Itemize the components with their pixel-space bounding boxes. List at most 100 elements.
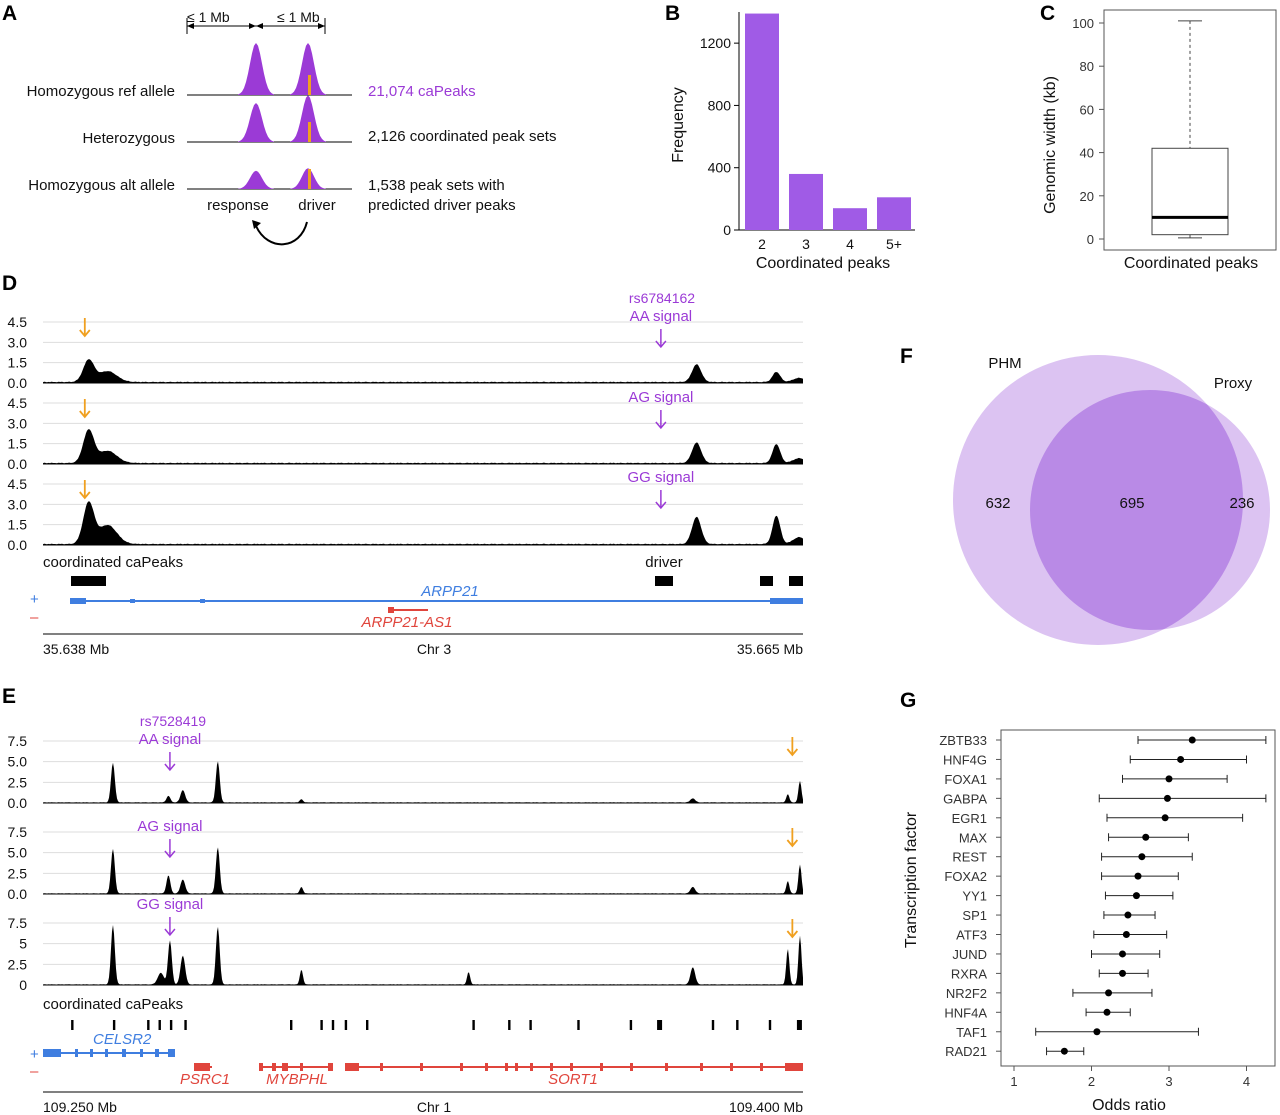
g-point [1060, 1047, 1068, 1055]
d-driver-label: driver [645, 554, 683, 571]
panel-letter-d: D [2, 272, 17, 295]
d-gene-arpp21-label: ARPP21 [420, 583, 479, 600]
c-xlabel: Coordinated peaks [1124, 255, 1258, 272]
genotype-signal-label: AA signal [139, 731, 202, 748]
snp-arrow-icon [655, 421, 667, 430]
d-capeak-block [71, 576, 106, 586]
d-driver-block [655, 576, 673, 586]
stat-driver-sets-line1: 1,538 peak sets with [368, 177, 505, 194]
capeak-arrow-icon [79, 410, 91, 419]
track-ytick-label: 5 [19, 936, 27, 952]
track-ytick-label: 0.0 [8, 886, 28, 902]
c-box-iqr [1151, 147, 1229, 236]
exon [505, 1063, 508, 1071]
exon [328, 1063, 333, 1071]
capeak-tick [736, 1020, 739, 1030]
d-coord-left: 35.638 Mb [43, 641, 109, 657]
capeak-arrow-icon [79, 329, 91, 338]
capeak-tick [71, 1020, 74, 1030]
g-point [1163, 794, 1171, 802]
c-ylabel: Genomic width (kb) [1042, 76, 1059, 214]
exon [300, 1063, 303, 1071]
signal-track [43, 429, 803, 464]
capeak-tick [147, 1020, 150, 1030]
exon [730, 1063, 733, 1071]
exon [194, 1063, 210, 1071]
capeak-tick [184, 1020, 187, 1030]
g-point [1105, 989, 1113, 997]
g-tf-label: GABPA [943, 791, 987, 806]
genotype-signal-label: AG signal [628, 389, 693, 406]
row-label-homozygous-ref: Homozygous ref allele [27, 83, 175, 100]
exon [168, 1049, 175, 1057]
genotype-signal-label: AG signal [137, 818, 202, 835]
g-tf-label: SP1 [962, 908, 987, 923]
g-tf-label: FOXA1 [944, 772, 987, 787]
g-point [1103, 1008, 1111, 1016]
schematic-peaks [238, 43, 326, 189]
g-tf-label: ZBTB33 [939, 733, 987, 748]
track-ytick-label: 4.5 [8, 395, 28, 411]
panel-a-schematic: ≤ 1 Mb ≤ 1 Mb Homozygous ref allele Hete… [27, 9, 556, 246]
e-gene-models: CELSR2 PSRC1 MYBPHL SORT1 [43, 1031, 803, 1088]
exon [380, 1063, 383, 1071]
c-ytick-label: 40 [1080, 146, 1094, 161]
capeak-tick [529, 1020, 532, 1030]
exon [630, 1063, 633, 1071]
variant-marker [308, 169, 311, 189]
capeak-tick [366, 1020, 369, 1030]
capeak-tick [344, 1020, 348, 1030]
capeak-tick [158, 1020, 161, 1030]
track-ytick-label: 0.0 [8, 537, 28, 553]
exon [700, 1063, 703, 1071]
exon [43, 1049, 61, 1057]
exon [282, 1063, 288, 1071]
g-xlabel: Odds ratio [1092, 1097, 1166, 1114]
g-tf-label: YY1 [962, 889, 987, 904]
b-ytick-label: 1200 [700, 35, 731, 51]
track-ytick-label: 2.5 [8, 865, 28, 881]
track-ytick-label: 0 [19, 977, 27, 993]
arrowhead-icon [187, 23, 194, 29]
g-point [1093, 1028, 1101, 1036]
g-point [1132, 892, 1140, 900]
track-ytick-label: 3.0 [8, 496, 28, 512]
genotype-signal-label: GG signal [628, 469, 695, 486]
panel-d-genome-tracks: rs6784162 4.5 3.0 1.5 0.0 AA signal 4.5 3.0 1.5… [8, 290, 804, 657]
capeak-tick [577, 1020, 580, 1030]
g-tf-label: RAD21 [945, 1044, 987, 1059]
panel-letter-e: E [2, 685, 16, 708]
genotype-signal-label: AA signal [630, 308, 693, 325]
exon [420, 1063, 423, 1071]
snp-arrow-icon [164, 850, 176, 859]
g-tf-label: REST [952, 850, 987, 865]
capeak-tick [169, 1020, 173, 1030]
d-exon [70, 598, 86, 604]
exon [345, 1063, 359, 1071]
exon [460, 1063, 463, 1071]
snp-arrow-icon [655, 340, 667, 349]
distance-label-left: ≤ 1 Mb [187, 9, 230, 25]
track-ytick-label: 4.5 [8, 476, 28, 492]
d-strand-minus: – [30, 609, 39, 626]
c-ytick-label: 100 [1072, 16, 1094, 31]
exon [760, 1063, 763, 1071]
g-xtick-label: 3 [1165, 1074, 1172, 1089]
exon [550, 1063, 553, 1071]
g-xtick-label: 1 [1010, 1074, 1017, 1089]
capeak-tick [320, 1020, 323, 1030]
variant-marker [308, 122, 311, 142]
track-ytick-label: 5.0 [8, 754, 28, 770]
b-ytick-label: 400 [708, 160, 732, 176]
panel-letter-b: B [665, 2, 680, 25]
distance-label-right: ≤ 1 Mb [277, 9, 320, 25]
capeak-tick [508, 1020, 511, 1030]
track-ytick-label: 0.0 [8, 795, 28, 811]
track-ytick-label: 2.5 [8, 774, 28, 790]
c-box: 0 20 40 60 80 100 [1072, 16, 1229, 247]
track-ytick-label: 2.5 [8, 956, 28, 972]
g-tf-label: ATF3 [956, 928, 987, 943]
venn-count-proxy-only: 236 [1229, 495, 1254, 512]
c-ytick-label: 60 [1080, 102, 1094, 117]
response-peak [238, 103, 274, 142]
